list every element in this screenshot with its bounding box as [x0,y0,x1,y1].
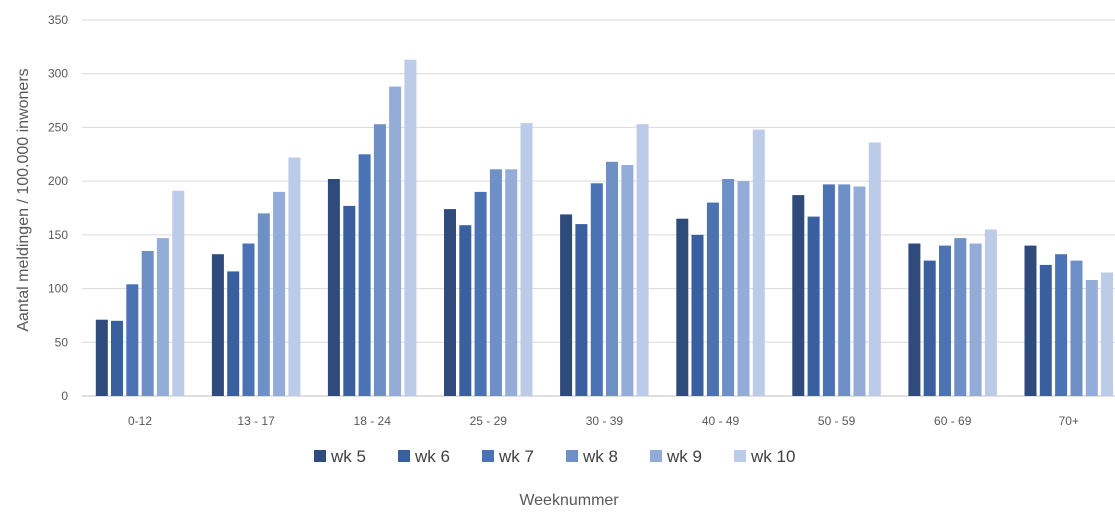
bar-wk-6-0 [111,320,123,396]
bar-wk-6-6 [807,216,820,396]
bar-wk-5-3 [444,209,456,396]
bar-wk-8-8 [1070,260,1083,396]
bar-wk-8-4 [606,161,618,396]
y-tick-label: 200 [48,174,68,188]
bar-wk-10-6 [868,142,881,396]
y-tick-label: 300 [48,67,68,81]
bar-wk-5-4 [560,214,573,396]
bar-wk-6-5 [691,234,704,396]
x-axis-ticks: 0-12 13 - 17 18 - 24 25 - 29 30 - 39 40 - 49 5… [128,414,1079,428]
y-tick-label: 150 [48,228,68,242]
legend-label: wk 6 [414,447,450,466]
bar-wk-7-2 [358,154,371,396]
bar-wk-8-2 [373,124,386,396]
legend-label: wk 9 [666,447,702,466]
bar-wk-9-1 [273,191,286,396]
bar-wk-6-2 [343,205,356,396]
y-tick-label: 350 [48,13,68,27]
bar-wk-8-6 [838,184,851,396]
x-tick-label: 40 - 49 [702,414,740,428]
legend-swatch [734,450,746,462]
bar-wk-5-5 [676,218,689,396]
legend-swatch [650,450,662,462]
bar-wk-10-2 [404,59,417,396]
y-axis-title: Aantal meldingen / 100.000 inwoners [15,68,32,331]
legend-swatch [566,450,578,462]
bar-wk-9-8 [1085,280,1098,396]
bar-wk-5-8 [1024,245,1037,396]
bar-wk-6-4 [575,224,588,396]
bar-wk-9-7 [969,243,982,396]
bar-wk-7-5 [706,202,719,396]
bar-wk-10-1 [288,157,301,396]
bar-wk-10-5 [752,129,765,396]
bar-wk-7-8 [1055,254,1068,396]
bar-wk-7-3 [474,191,487,396]
x-tick-label: 50 - 59 [818,414,856,428]
bar-wk-7-1 [242,243,255,396]
bar-wk-9-4 [621,165,634,396]
bar-wk-5-1 [211,254,224,396]
bar-wk-6-8 [1039,264,1052,396]
bar-wk-8-1 [257,213,270,396]
legend-label: wk 5 [330,447,366,466]
bar-wk-9-0 [156,238,169,396]
legend-swatch [482,450,494,462]
bar-wk-9-6 [853,186,866,396]
bar-wk-8-5 [722,179,735,396]
bar-wk-5-7 [908,243,921,396]
bar-wk-5-2 [327,179,340,396]
bar-wk-6-7 [923,260,936,396]
x-tick-label: 70+ [1059,414,1079,428]
legend-label: wk 8 [582,447,618,466]
x-tick-label: 60 - 69 [934,414,972,428]
x-tick-label: 13 - 17 [237,414,275,428]
bar-wk-10-8 [1101,272,1113,396]
x-tick-label: 18 - 24 [354,414,392,428]
x-tick-label: 30 - 39 [586,414,624,428]
x-tick-label: 25 - 29 [470,414,508,428]
bar-wk-7-6 [822,184,835,396]
bar-wk-10-7 [984,229,997,396]
legend: wk 5 wk 6 wk 7 wk 8 wk 9 wk 10 [314,447,795,466]
bar-wk-7-4 [590,183,603,396]
x-tick-label: 0-12 [128,414,152,428]
y-tick-label: 250 [48,120,68,134]
y-tick-label: 100 [48,282,68,296]
bar-wk-10-3 [520,123,533,396]
bar-wk-5-6 [792,195,805,396]
bar-wk-6-3 [459,225,472,396]
legend-label: wk 10 [750,447,795,466]
bar-wk-9-5 [737,181,750,396]
bar-wk-6-1 [227,271,240,396]
bar-wk-7-7 [939,245,951,396]
legend-label: wk 7 [498,447,534,466]
bar-wk-8-0 [141,251,154,396]
bar-wk-7-0 [126,284,139,396]
bar-wk-10-4 [636,124,649,396]
y-tick-label: 50 [55,335,69,349]
bar-wk-8-7 [954,238,967,396]
bar-wk-9-3 [505,169,518,396]
bar-wk-5-0 [95,319,108,396]
bars [95,59,1113,396]
y-tick-label: 0 [61,389,68,403]
legend-swatch [314,450,326,462]
x-axis-title: Weeknummer [519,492,619,509]
legend-swatch [398,450,410,462]
bar-wk-8-3 [489,169,502,396]
y-axis-ticks: 0 50 100 150 200 250 300 350 [48,13,68,403]
bar-wk-10-0 [172,190,185,396]
bar-wk-9-2 [389,86,402,396]
